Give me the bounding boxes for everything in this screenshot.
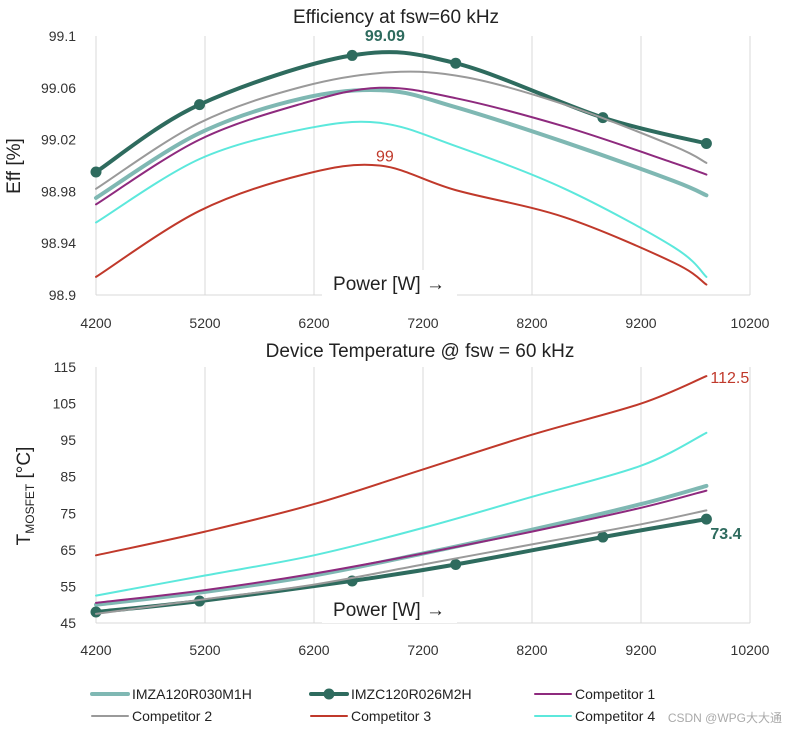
y-tick-label: 98.94 xyxy=(41,235,76,251)
legend-item: IMZC120R026M2H xyxy=(309,686,472,702)
series-line-competitor-2 xyxy=(95,70,708,190)
temperature-series xyxy=(90,375,712,618)
legend-item: IMZA120R030M1H xyxy=(90,686,252,702)
series-line-competitor-1 xyxy=(95,489,708,604)
temperature-x-axis-label: Power [W] → xyxy=(333,600,445,621)
series-line-imzc120r026m2h xyxy=(94,50,709,174)
series-line-imza120r030m1h xyxy=(94,87,709,200)
temperature-grid xyxy=(95,367,751,624)
y-tick-label: 99.1 xyxy=(49,28,76,44)
data-point xyxy=(597,531,609,543)
y-tick-label: 99.06 xyxy=(41,80,76,96)
legend-label: IMZA120R030M1H xyxy=(132,686,252,702)
x-tick-label: 9200 xyxy=(625,642,656,658)
x-tick-label: 10200 xyxy=(731,315,770,331)
x-tick-label: 10200 xyxy=(731,642,770,658)
y-tick-label: 98.9 xyxy=(49,287,76,303)
temperature-annotations: 112.5 73.4 xyxy=(710,370,749,543)
efficiency-x-ticks: 4200 5200 6200 7200 8200 9200 10200 xyxy=(80,315,769,331)
series-line-imza120r030m1h xyxy=(94,483,709,607)
x-tick-label: 8200 xyxy=(516,642,547,658)
temperature-x-ticks: 4200 5200 6200 7200 8200 9200 10200 xyxy=(80,642,769,658)
watermark: CSDN @WPG大大通 xyxy=(668,711,782,725)
x-tick-label: 6200 xyxy=(298,315,329,331)
data-label: 112.5 xyxy=(710,370,749,387)
y-tick-label: 55 xyxy=(60,578,76,594)
series-line-competitor-3 xyxy=(95,375,708,557)
legend: IMZA120R030M1H IMZC120R026M2H Competitor 1… xyxy=(90,686,655,724)
efficiency-series xyxy=(90,49,712,286)
series-line-competitor-1 xyxy=(95,86,708,206)
series-line-competitor-3 xyxy=(95,163,708,286)
legend-item: Competitor 2 xyxy=(91,708,212,724)
data-point xyxy=(450,558,462,570)
efficiency-chart-title: Efficiency at fsw=60 kHz xyxy=(293,7,499,28)
data-point xyxy=(90,606,102,618)
y-tick-label: 115 xyxy=(54,359,77,375)
data-label: 73.4 xyxy=(710,526,741,543)
data-point xyxy=(700,513,712,525)
legend-item: Competitor 4 xyxy=(534,708,655,724)
x-tick-label: 4200 xyxy=(80,315,111,331)
legend-marker xyxy=(323,688,335,700)
y-tick-label: 75 xyxy=(60,505,76,521)
temperature-xlabel-bg xyxy=(322,597,457,623)
data-label: 99.09 xyxy=(365,28,405,45)
temperature-y-axis-label: TMOSFET [°C] xyxy=(14,447,37,546)
data-point xyxy=(194,595,206,607)
y-tick-label: 95 xyxy=(60,432,76,448)
temperature-y-ticks: 45 55 65 75 85 95 105 115 xyxy=(53,359,77,631)
data-point xyxy=(90,166,102,178)
legend-label: IMZC120R026M2H xyxy=(351,686,472,702)
x-tick-label: 8200 xyxy=(516,315,547,331)
series-line-competitor-4 xyxy=(95,120,708,278)
efficiency-chart: Efficiency at fsw=60 kHz 98.998.9498.989… xyxy=(4,7,770,331)
efficiency-grid xyxy=(95,36,751,296)
legend-label: Competitor 3 xyxy=(351,708,431,724)
efficiency-y-ticks: 98.9 98.94 98.98 99.02 99.06 99.1 xyxy=(41,28,76,303)
x-tick-label: 9200 xyxy=(625,315,656,331)
x-tick-label: 6200 xyxy=(298,642,329,658)
data-point xyxy=(194,99,206,111)
data-point xyxy=(346,49,358,61)
data-label: 99 xyxy=(376,149,394,166)
legend-label: Competitor 2 xyxy=(132,708,212,724)
data-point xyxy=(450,57,462,69)
efficiency-y-axis-label: Eff [%] xyxy=(4,138,25,194)
efficiency-x-axis-label: Power [W] → xyxy=(333,274,445,295)
y-tick-label: 85 xyxy=(60,469,76,485)
series-line-imzc120r026m2h xyxy=(94,517,709,614)
x-tick-label: 7200 xyxy=(407,315,438,331)
x-tick-label: 7200 xyxy=(407,642,438,658)
y-tick-label: 65 xyxy=(60,542,76,558)
legend-label: Competitor 1 xyxy=(575,686,655,702)
y-tick-label: 98.98 xyxy=(41,183,76,199)
series-line-competitor-4 xyxy=(95,431,708,597)
legend-item: Competitor 3 xyxy=(310,708,431,724)
series-line-competitor-2 xyxy=(95,509,708,615)
y-tick-label: 99.02 xyxy=(41,132,76,148)
x-tick-label: 4200 xyxy=(80,642,111,658)
legend-label: Competitor 4 xyxy=(575,708,655,724)
efficiency-annotations: 99.09 99 xyxy=(365,28,405,166)
temperature-chart: Device Temperature @ fsw = 60 kHz 45 55 65… xyxy=(14,341,770,658)
x-tick-label: 5200 xyxy=(189,315,220,331)
temperature-chart-title: Device Temperature @ fsw = 60 kHz xyxy=(266,341,575,362)
efficiency-xlabel-bg xyxy=(322,270,457,296)
legend-item: Competitor 1 xyxy=(534,686,655,702)
x-tick-label: 5200 xyxy=(189,642,220,658)
y-tick-label: 105 xyxy=(53,396,77,412)
data-point xyxy=(700,137,712,149)
y-tick-label: 45 xyxy=(60,615,76,631)
